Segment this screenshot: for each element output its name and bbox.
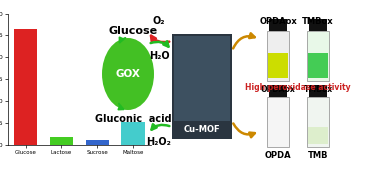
Bar [14,29,37,145]
FancyBboxPatch shape [307,97,329,147]
FancyBboxPatch shape [174,36,230,121]
Text: OPDAox: OPDAox [260,85,295,94]
Bar [86,140,109,145]
FancyBboxPatch shape [267,97,289,147]
Text: High peroxidase activity: High peroxidase activity [245,82,351,91]
FancyBboxPatch shape [267,31,289,81]
Text: OPDA: OPDA [265,151,291,160]
Text: H₂O₂: H₂O₂ [147,137,172,147]
Text: Gluconic  acid: Gluconic acid [94,114,171,124]
Text: TMB: TMB [308,151,328,160]
FancyBboxPatch shape [309,85,327,97]
FancyBboxPatch shape [308,53,328,78]
Text: OPDAox: OPDAox [259,17,297,26]
FancyBboxPatch shape [269,19,287,31]
Ellipse shape [102,38,154,110]
Bar [50,137,73,145]
Text: O₂: O₂ [153,16,165,26]
FancyBboxPatch shape [307,31,329,81]
Text: Glucose: Glucose [108,26,158,36]
FancyBboxPatch shape [308,127,328,144]
Bar [121,123,145,145]
FancyBboxPatch shape [269,85,287,97]
Text: H₂O: H₂O [149,51,169,61]
FancyBboxPatch shape [309,19,327,31]
Text: GOX: GOX [116,69,141,79]
Text: TMBox: TMBox [302,17,334,26]
FancyBboxPatch shape [268,53,288,78]
FancyBboxPatch shape [172,34,232,139]
Text: TMBox: TMBox [304,85,333,94]
Text: Cu-MOF: Cu-MOF [184,125,220,134]
